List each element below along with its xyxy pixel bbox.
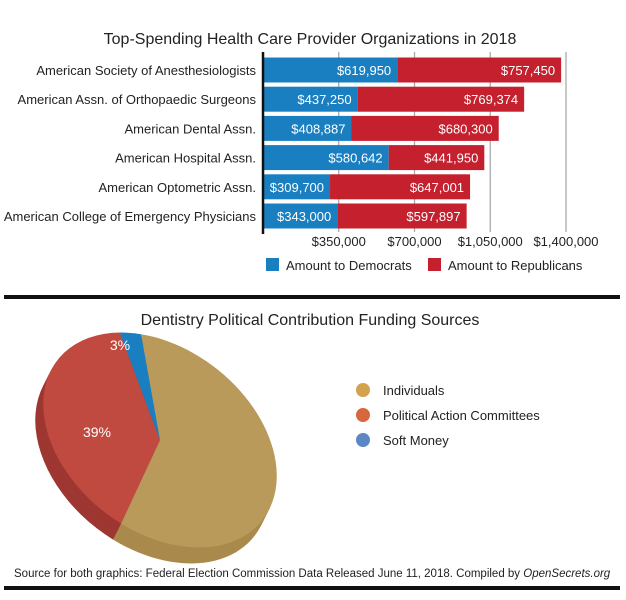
x-tick-label: $700,000 — [387, 234, 441, 249]
pie-slice-label: 39% — [83, 424, 111, 440]
divider-top — [4, 295, 620, 299]
pie-slice-political-action-committees — [43, 332, 160, 524]
legend-label: Individuals — [383, 383, 445, 398]
bar-republicans — [330, 174, 471, 200]
bar-republicans — [337, 203, 467, 229]
source-note: Source for both graphics: Federal Electi… — [14, 568, 611, 580]
legend-swatch — [266, 258, 279, 271]
legend-label: Amount to Democrats — [286, 258, 412, 273]
pie-slice-individuals — [121, 334, 277, 548]
bar-value-label: $769,374 — [464, 92, 518, 107]
category-label: American Society of Anesthesiologists — [36, 63, 256, 78]
legend-swatch — [428, 258, 441, 271]
legend-dot — [356, 408, 370, 422]
bar-value-label: $580,642 — [328, 151, 382, 166]
bar-value-label: $680,300 — [438, 121, 492, 136]
bar-democrats — [263, 174, 331, 200]
pie-slice-soft-money — [119, 332, 160, 440]
legend-dot — [356, 433, 370, 447]
bar-republicans — [357, 86, 525, 112]
bar-value-label: $757,450 — [501, 63, 555, 78]
category-label: American Assn. of Orthopaedic Surgeons — [18, 92, 257, 107]
pie-slice-label: 58% — [276, 459, 304, 475]
bar-democrats — [263, 203, 338, 229]
bar-value-label: $647,001 — [410, 180, 464, 195]
category-label: American College of Emergency Physicians — [4, 209, 257, 224]
category-label: American Dental Assn. — [124, 121, 256, 136]
bar-value-label: $437,250 — [297, 92, 351, 107]
bar-value-label: $619,950 — [337, 63, 391, 78]
bar-value-label: $309,700 — [270, 180, 324, 195]
x-tick-label: $350,000 — [312, 234, 366, 249]
bar-value-label: $408,887 — [291, 121, 345, 136]
bar-democrats — [263, 145, 389, 171]
x-tick-label: $1,050,000 — [458, 234, 523, 249]
category-label: American Hospital Assn. — [115, 151, 256, 166]
legend-label: Political Action Committees — [383, 408, 540, 423]
pie-slice-soft-money — [119, 332, 160, 440]
bar-democrats — [263, 115, 352, 141]
pie-slice-label: 3% — [110, 337, 130, 353]
legend-dot — [356, 383, 370, 397]
bar-value-label: $441,950 — [424, 151, 478, 166]
bar-value-label: $597,897 — [406, 209, 460, 224]
bar-democrats — [263, 57, 398, 83]
legend-label: Soft Money — [383, 433, 449, 448]
pie-chart-title: Dentistry Political Contribution Funding… — [141, 312, 480, 329]
bar-chart-title: Top-Spending Health Care Provider Organi… — [104, 31, 517, 48]
bar-republicans — [388, 145, 485, 171]
bar-democrats — [263, 86, 358, 112]
divider-bottom — [4, 586, 620, 590]
category-label: American Optometric Assn. — [99, 180, 257, 195]
pie-slice-political-action-committees — [43, 332, 160, 524]
pie-slice-individuals — [121, 334, 277, 548]
x-tick-label: $1,400,000 — [533, 234, 598, 249]
legend-label: Amount to Republicans — [448, 258, 583, 273]
bar-republicans — [351, 115, 499, 141]
bar-value-label: $343,000 — [277, 209, 331, 224]
bar-republicans — [397, 57, 562, 83]
